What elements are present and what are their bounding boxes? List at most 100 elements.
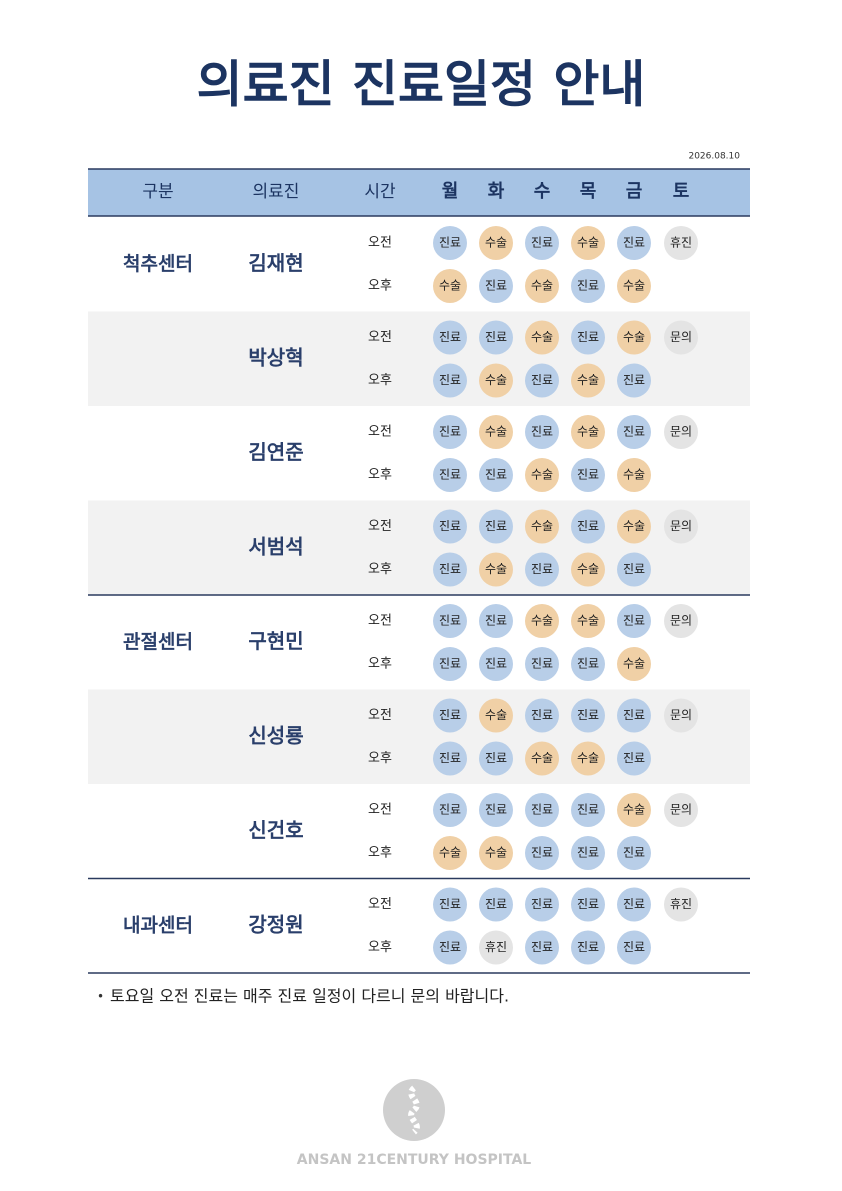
status-label: 진료 — [577, 708, 599, 722]
status-label: 진료 — [623, 562, 645, 576]
header-cell: 월 — [442, 181, 459, 202]
status-chip — [617, 698, 651, 733]
status-label: 문의 — [670, 708, 692, 722]
time-label: 오후 — [368, 751, 392, 766]
status-chip — [525, 647, 559, 681]
status-chip — [433, 887, 467, 922]
status-label: 수술 — [485, 562, 507, 576]
status-chip — [525, 930, 559, 965]
status-chip — [617, 836, 651, 870]
status-chip — [525, 793, 559, 827]
status-chip — [525, 552, 559, 587]
status-label: 수술 — [531, 330, 553, 344]
status-label: 수술 — [485, 373, 507, 387]
time-label: 오전 — [368, 330, 392, 345]
time-label: 오후 — [368, 657, 392, 672]
time-label: 오후 — [368, 846, 392, 861]
header-cell: 수 — [534, 181, 551, 202]
status-chip — [571, 836, 605, 870]
doctor-name: 신성룡 — [248, 723, 303, 747]
status-label: 진료 — [439, 373, 461, 387]
status-chip — [664, 698, 698, 733]
row-bg — [88, 689, 750, 784]
bullet: • — [97, 990, 104, 1004]
status-label: 수술 — [623, 803, 645, 817]
status-label: 진료 — [531, 940, 553, 954]
status-label: 진료 — [439, 468, 461, 482]
status-label: 진료 — [485, 897, 507, 911]
status-chip — [479, 604, 513, 638]
status-label: 진료 — [577, 657, 599, 671]
time-label: 오후 — [368, 373, 392, 388]
status-label: 진료 — [577, 940, 599, 954]
status-label: 진료 — [577, 803, 599, 817]
status-label: 진료 — [439, 425, 461, 439]
status-label: 진료 — [439, 562, 461, 576]
doctor-name: 서범석 — [248, 534, 303, 558]
status-label: 수술 — [439, 846, 461, 860]
title: 의료진 진료일정 안내 — [197, 56, 646, 114]
status-label: 수술 — [577, 751, 599, 765]
status-label: 진료 — [531, 846, 553, 860]
status-label: 진료 — [531, 657, 553, 671]
status-label: 문의 — [670, 519, 692, 533]
status-chip — [571, 604, 605, 638]
status-chip — [617, 793, 651, 827]
status-label: 진료 — [531, 236, 553, 250]
doctor-name: 신건호 — [248, 818, 303, 842]
status-chip — [479, 887, 513, 922]
status-label: 수술 — [531, 468, 553, 482]
status-chip — [479, 269, 513, 303]
status-label: 진료 — [485, 803, 507, 817]
status-chip — [479, 226, 513, 260]
footer: ANSAN 21CENTURY HOSPITAL — [297, 1152, 532, 1168]
department: 내과센터 — [123, 914, 193, 936]
status-label: 수술 — [623, 657, 645, 671]
status-chip — [433, 604, 467, 638]
status-chip — [571, 269, 605, 303]
status-label: 수술 — [531, 519, 553, 533]
status-chip — [479, 320, 513, 355]
status-chip — [433, 741, 467, 776]
status-chip — [571, 793, 605, 827]
status-label: 수술 — [531, 751, 553, 765]
header-cell: 구분 — [142, 182, 173, 202]
status-chip — [479, 458, 513, 492]
status-chip — [433, 320, 467, 355]
status-label: 진료 — [439, 940, 461, 954]
status-chip — [479, 415, 513, 449]
status-chip — [433, 836, 467, 870]
header-bg — [88, 169, 750, 216]
status-chip — [433, 793, 467, 827]
status-chip — [571, 226, 605, 260]
status-label: 진료 — [577, 897, 599, 911]
status-chip — [479, 793, 513, 827]
department: 척추센터 — [123, 253, 193, 275]
logo — [383, 1079, 445, 1141]
status-chip — [433, 509, 467, 544]
header-cell: 토 — [673, 181, 690, 202]
status-label: 휴진 — [485, 940, 507, 954]
doctor-name: 김재현 — [248, 251, 303, 275]
status-label: 진료 — [623, 897, 645, 911]
status-label: 진료 — [531, 425, 553, 439]
status-chip — [617, 741, 651, 776]
status-label: 진료 — [485, 468, 507, 482]
status-label: 진료 — [439, 708, 461, 722]
status-chip — [479, 698, 513, 733]
status-label: 진료 — [623, 846, 645, 860]
status-chip — [525, 415, 559, 449]
status-chip — [571, 552, 605, 587]
department: 관절센터 — [123, 631, 193, 653]
status-label: 수술 — [485, 236, 507, 250]
status-chip — [617, 552, 651, 587]
status-label: 진료 — [531, 803, 553, 817]
status-label: 진료 — [485, 330, 507, 344]
status-chip — [664, 415, 698, 449]
status-chip — [525, 458, 559, 492]
status-label: 진료 — [439, 330, 461, 344]
status-chip — [525, 363, 559, 398]
status-label: 진료 — [623, 373, 645, 387]
status-chip — [433, 647, 467, 681]
status-chip — [479, 509, 513, 544]
